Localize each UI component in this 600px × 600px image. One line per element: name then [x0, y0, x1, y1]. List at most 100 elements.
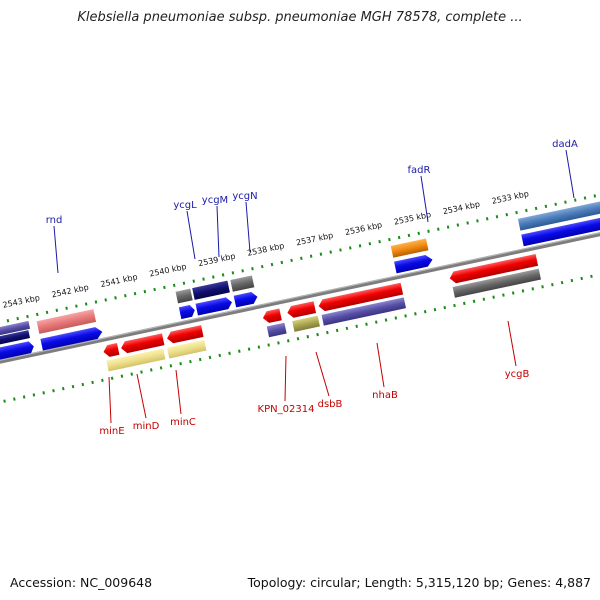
gene-cds-arrow[interactable]	[120, 333, 165, 354]
minor-tick	[81, 382, 85, 387]
gene-cds-arrow[interactable]	[40, 326, 103, 351]
minor-tick	[110, 376, 114, 380]
gene-leader-line	[284, 355, 287, 402]
minor-tick	[32, 393, 36, 397]
gene-feature[interactable]	[175, 288, 193, 304]
minor-tick	[456, 223, 460, 227]
gene-leader-line	[507, 320, 517, 367]
minor-tick	[94, 300, 98, 304]
gene-label[interactable]: fadR	[408, 165, 431, 176]
gene-feature[interactable]	[192, 280, 230, 300]
gene-feature[interactable]	[0, 320, 31, 342]
gene-label[interactable]: ycgL	[173, 200, 197, 211]
gene-label[interactable]: dadA	[552, 139, 578, 150]
minor-tick	[329, 250, 332, 254]
accession-text: Accession: NC_009648	[10, 575, 153, 590]
gene-feature[interactable]	[0, 330, 30, 351]
gene-leader-line	[136, 373, 147, 419]
minor-tick	[580, 276, 583, 281]
minor-tick	[153, 287, 156, 292]
gene-cds-arrow[interactable]	[317, 282, 404, 312]
minor-tick	[6, 319, 10, 323]
gene-feature[interactable]	[517, 200, 600, 231]
minor-tick	[13, 397, 16, 401]
minor-tick	[71, 384, 75, 389]
gene-feature[interactable]	[321, 297, 407, 326]
minor-tick	[551, 283, 554, 287]
tick-track-top	[6, 194, 597, 323]
minor-tick	[407, 233, 411, 238]
gene-feature[interactable]	[167, 339, 207, 359]
gene-label[interactable]: ycgN	[232, 191, 257, 202]
minor-tick	[365, 322, 368, 326]
minor-tick	[443, 305, 447, 310]
minor-tick	[573, 198, 577, 202]
gene-leader-line	[315, 351, 330, 397]
gene-label[interactable]: dsbB	[318, 399, 343, 410]
minor-tick	[404, 314, 407, 318]
minor-tick	[397, 235, 401, 240]
gene-cds-arrow[interactable]	[286, 301, 317, 319]
gene-leader-line	[108, 376, 112, 424]
minor-tick	[378, 239, 381, 244]
minor-tick	[91, 380, 94, 385]
minor-tick	[388, 237, 391, 242]
gene-feature[interactable]	[106, 348, 166, 372]
minor-tick	[339, 248, 342, 252]
gene-cds-arrow[interactable]	[262, 308, 282, 323]
tick-label: 2540 kbp	[149, 262, 188, 279]
minor-tick	[241, 269, 244, 273]
gene-feature[interactable]	[230, 275, 255, 292]
minor-tick	[55, 308, 59, 312]
minor-tick	[179, 362, 182, 366]
minor-tick	[104, 298, 108, 302]
minor-tick	[521, 289, 525, 293]
gene-label[interactable]: minD	[133, 421, 160, 432]
gene-feature[interactable]	[292, 315, 320, 332]
gene-label[interactable]: rnd	[46, 215, 63, 226]
minor-tick	[61, 386, 65, 391]
minor-tick	[221, 273, 225, 277]
gene-cds-arrow[interactable]	[521, 215, 600, 247]
gene-cds-arrow[interactable]	[195, 296, 234, 316]
gene-feature[interactable]	[36, 309, 97, 334]
minor-tick	[306, 335, 310, 339]
minor-tick	[26, 314, 29, 319]
minor-tick	[218, 353, 222, 358]
gene-feature[interactable]	[266, 322, 287, 338]
minor-tick	[169, 364, 173, 368]
gene-cds-arrow[interactable]	[0, 340, 35, 366]
minor-tick	[427, 229, 430, 233]
gene-cds-arrow[interactable]	[178, 304, 196, 320]
gene-label[interactable]: nhaB	[372, 390, 398, 401]
gene-feature[interactable]	[390, 238, 429, 258]
minor-tick	[231, 271, 235, 275]
tick-label: 2536 kbp	[344, 220, 383, 237]
minor-tick	[130, 372, 134, 376]
minor-tick	[65, 306, 68, 310]
tick-label: 2542 kbp	[51, 283, 90, 300]
minor-tick	[423, 310, 427, 314]
gene-label[interactable]: minE	[99, 426, 124, 437]
minor-tick	[485, 217, 489, 221]
gene-leader-line	[420, 175, 429, 223]
gene-leader-line	[216, 205, 220, 258]
minor-tick	[414, 312, 417, 316]
minor-tick	[466, 221, 469, 225]
minor-tick	[114, 296, 117, 300]
minor-tick	[296, 337, 300, 341]
gene-feature[interactable]	[452, 268, 541, 298]
minor-tick	[182, 281, 186, 285]
gene-label[interactable]: ycgM	[202, 195, 228, 206]
gene-cds-arrow[interactable]	[394, 254, 434, 274]
gene-cds-arrow[interactable]	[102, 342, 120, 358]
gene-label[interactable]: minC	[170, 417, 196, 428]
gene-label[interactable]: KPN_02314	[258, 404, 315, 415]
minor-tick	[300, 256, 303, 260]
gene-cds-arrow[interactable]	[449, 254, 539, 284]
gene-label[interactable]: ycgB	[505, 369, 530, 380]
gene-cds-arrow[interactable]	[166, 325, 204, 344]
minor-tick	[534, 206, 538, 211]
gene-cds-arrow[interactable]	[233, 291, 259, 308]
